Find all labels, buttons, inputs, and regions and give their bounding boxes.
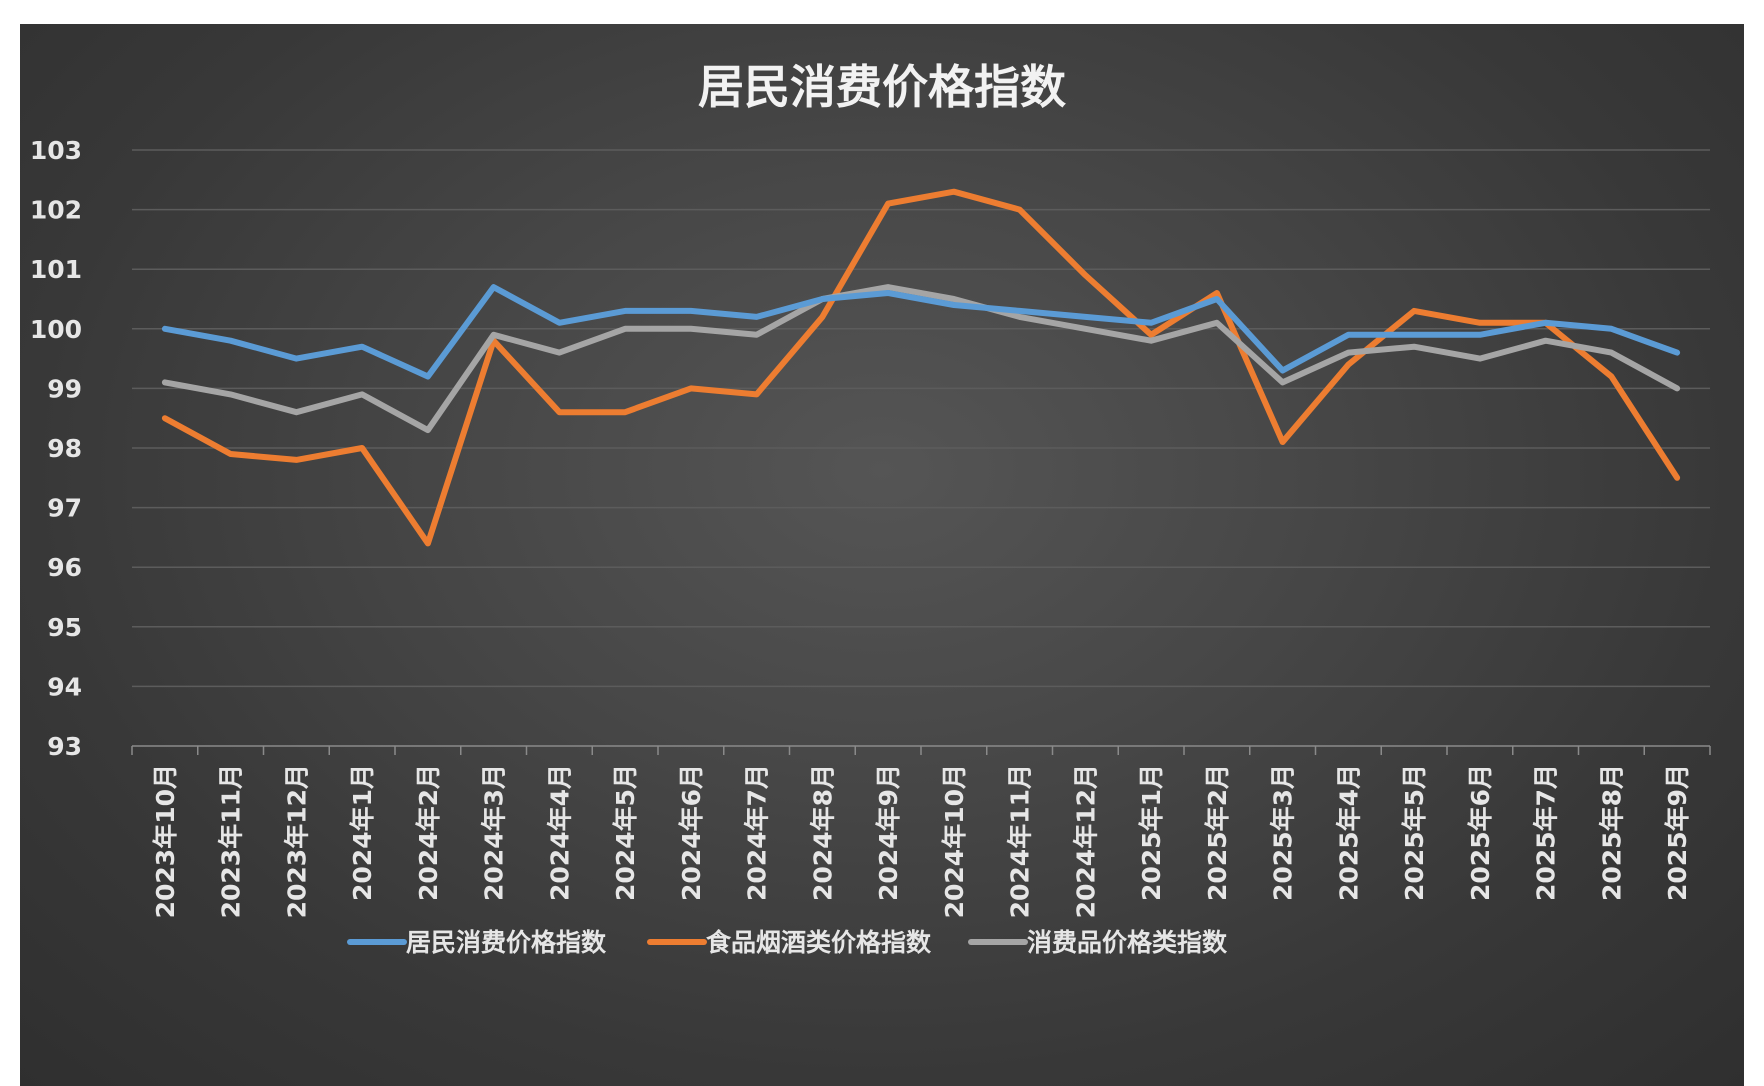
y-tick-label: 96 — [47, 553, 82, 582]
x-tick-label: 2024年10月 — [940, 764, 969, 918]
chart-title: 居民消费价格指数 — [698, 60, 1066, 114]
x-tick-label: 2024年12月 — [1071, 764, 1100, 918]
y-tick-label: 98 — [47, 434, 82, 463]
y-tick-label: 100 — [30, 315, 82, 344]
legend-label-0: 居民消费价格指数 — [406, 928, 607, 957]
x-tick-label: 2024年6月 — [677, 764, 706, 901]
gridlines — [132, 149, 1710, 747]
x-tick-label: 2024年11月 — [1006, 764, 1035, 918]
y-tick-label: 99 — [47, 374, 82, 403]
legend-label-2: 消费品价格类指数 — [1027, 928, 1228, 957]
y-tick-label: 102 — [30, 196, 82, 225]
series-line-2 — [161, 284, 1681, 434]
x-tick-label: 2024年2月 — [414, 764, 443, 901]
x-tick-label: 2025年6月 — [1466, 764, 1495, 901]
x-tick-label: 2025年1月 — [1137, 764, 1166, 901]
y-tick-label: 97 — [47, 494, 82, 523]
x-tick-label: 2024年7月 — [743, 764, 772, 901]
x-tick-label: 2024年8月 — [808, 764, 837, 901]
x-tick-label: 2023年11月 — [217, 764, 246, 918]
x-tick-label: 2024年3月 — [480, 764, 509, 901]
x-tick-label: 2024年1月 — [348, 764, 377, 901]
series-lines — [161, 188, 1681, 547]
y-axis: 93 94 95 96 97 98 99 100 101 102 103 — [30, 136, 82, 761]
y-tick-label: 103 — [30, 136, 82, 165]
y-tick-label: 94 — [47, 672, 82, 701]
legend: 居民消费价格指数 食品烟酒类价格指数 消费品价格类指数 — [347, 928, 1228, 957]
y-tick-label: 93 — [47, 732, 82, 761]
x-tick-label: 2025年3月 — [1269, 764, 1298, 901]
x-tick-label: 2023年10月 — [151, 764, 180, 918]
chart-panel: 居民消费价格指数 93 94 95 96 97 98 99 100 101 102 103 2023… — [20, 24, 1744, 1086]
x-tick-label: 2025年5月 — [1400, 764, 1429, 901]
x-tick-label: 2025年9月 — [1663, 764, 1692, 901]
x-tick-label: 2024年5月 — [611, 764, 640, 901]
y-tick-label: 101 — [30, 255, 82, 284]
y-tick-label: 95 — [47, 613, 82, 642]
x-axis: 2023年10月 2023年11月 2023年12月 2024年1月 2024年2月 20… — [131, 746, 1711, 918]
series-line-1 — [161, 188, 1681, 547]
x-tick-label: 2025年4月 — [1334, 764, 1363, 901]
x-tick-label: 2025年8月 — [1597, 764, 1626, 901]
x-tick-label: 2024年9月 — [874, 764, 903, 901]
series-line-0 — [161, 284, 1681, 380]
legend-label-1: 食品烟酒类价格指数 — [706, 928, 932, 957]
line-chart: 居民消费价格指数 93 94 95 96 97 98 99 100 101 102 103 2023… — [30, 60, 1711, 957]
x-tick-label: 2023年12月 — [282, 764, 311, 918]
x-tick-label: 2025年2月 — [1203, 764, 1232, 901]
x-tick-label: 2025年7月 — [1532, 764, 1561, 901]
x-tick-label: 2024年4月 — [545, 764, 574, 901]
